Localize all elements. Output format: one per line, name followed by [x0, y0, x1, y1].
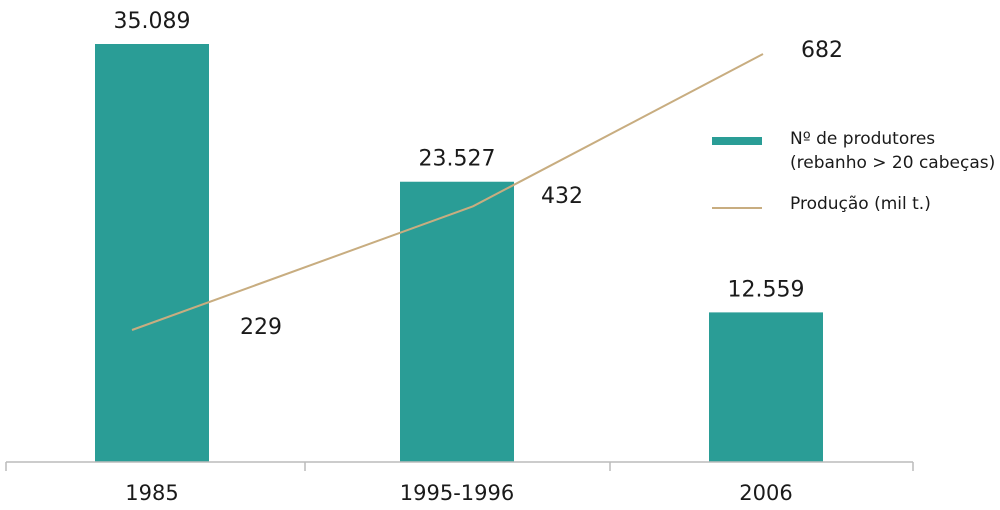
line-value-label-2006: 682 [801, 38, 843, 63]
x-tick-label-1985: 1985 [125, 481, 178, 505]
line-value-label-1995-1996: 432 [541, 184, 583, 209]
legend-line-label: Produção (mil t.) [790, 194, 931, 214]
line-production [131, 53, 764, 331]
bar-value-label-2006: 12.559 [728, 277, 805, 302]
legend-bar-label-line-2: (rebanho > 20 cabeças) [790, 153, 995, 173]
legend: Nº de produtores (rebanho > 20 cabeças) … [712, 129, 995, 214]
bar-value-label-1995-1996: 23.527 [419, 147, 496, 172]
bar-value-label-1985: 35.089 [114, 9, 191, 34]
line-value-label-1985: 229 [240, 315, 282, 340]
legend-bar-label-line-1: Nº de produtores [790, 129, 935, 149]
x-tick-label-1995-1996: 1995-1996 [400, 481, 514, 505]
bar-2006 [709, 312, 823, 462]
line-layer [131, 53, 764, 331]
x-axis-ticks [5, 462, 914, 471]
x-tick-label-2006: 2006 [739, 481, 792, 505]
legend-swatch-bar [712, 137, 762, 145]
bars-layer [95, 44, 823, 462]
bar-value-labels: 35.089 23.527 12.559 [114, 9, 805, 302]
x-axis-tick-labels: 1985 1995-1996 2006 [125, 481, 792, 505]
bar-1995-1996 [400, 181, 514, 462]
bar-1985 [95, 44, 209, 462]
line-value-labels: 229 432 682 [240, 38, 843, 340]
